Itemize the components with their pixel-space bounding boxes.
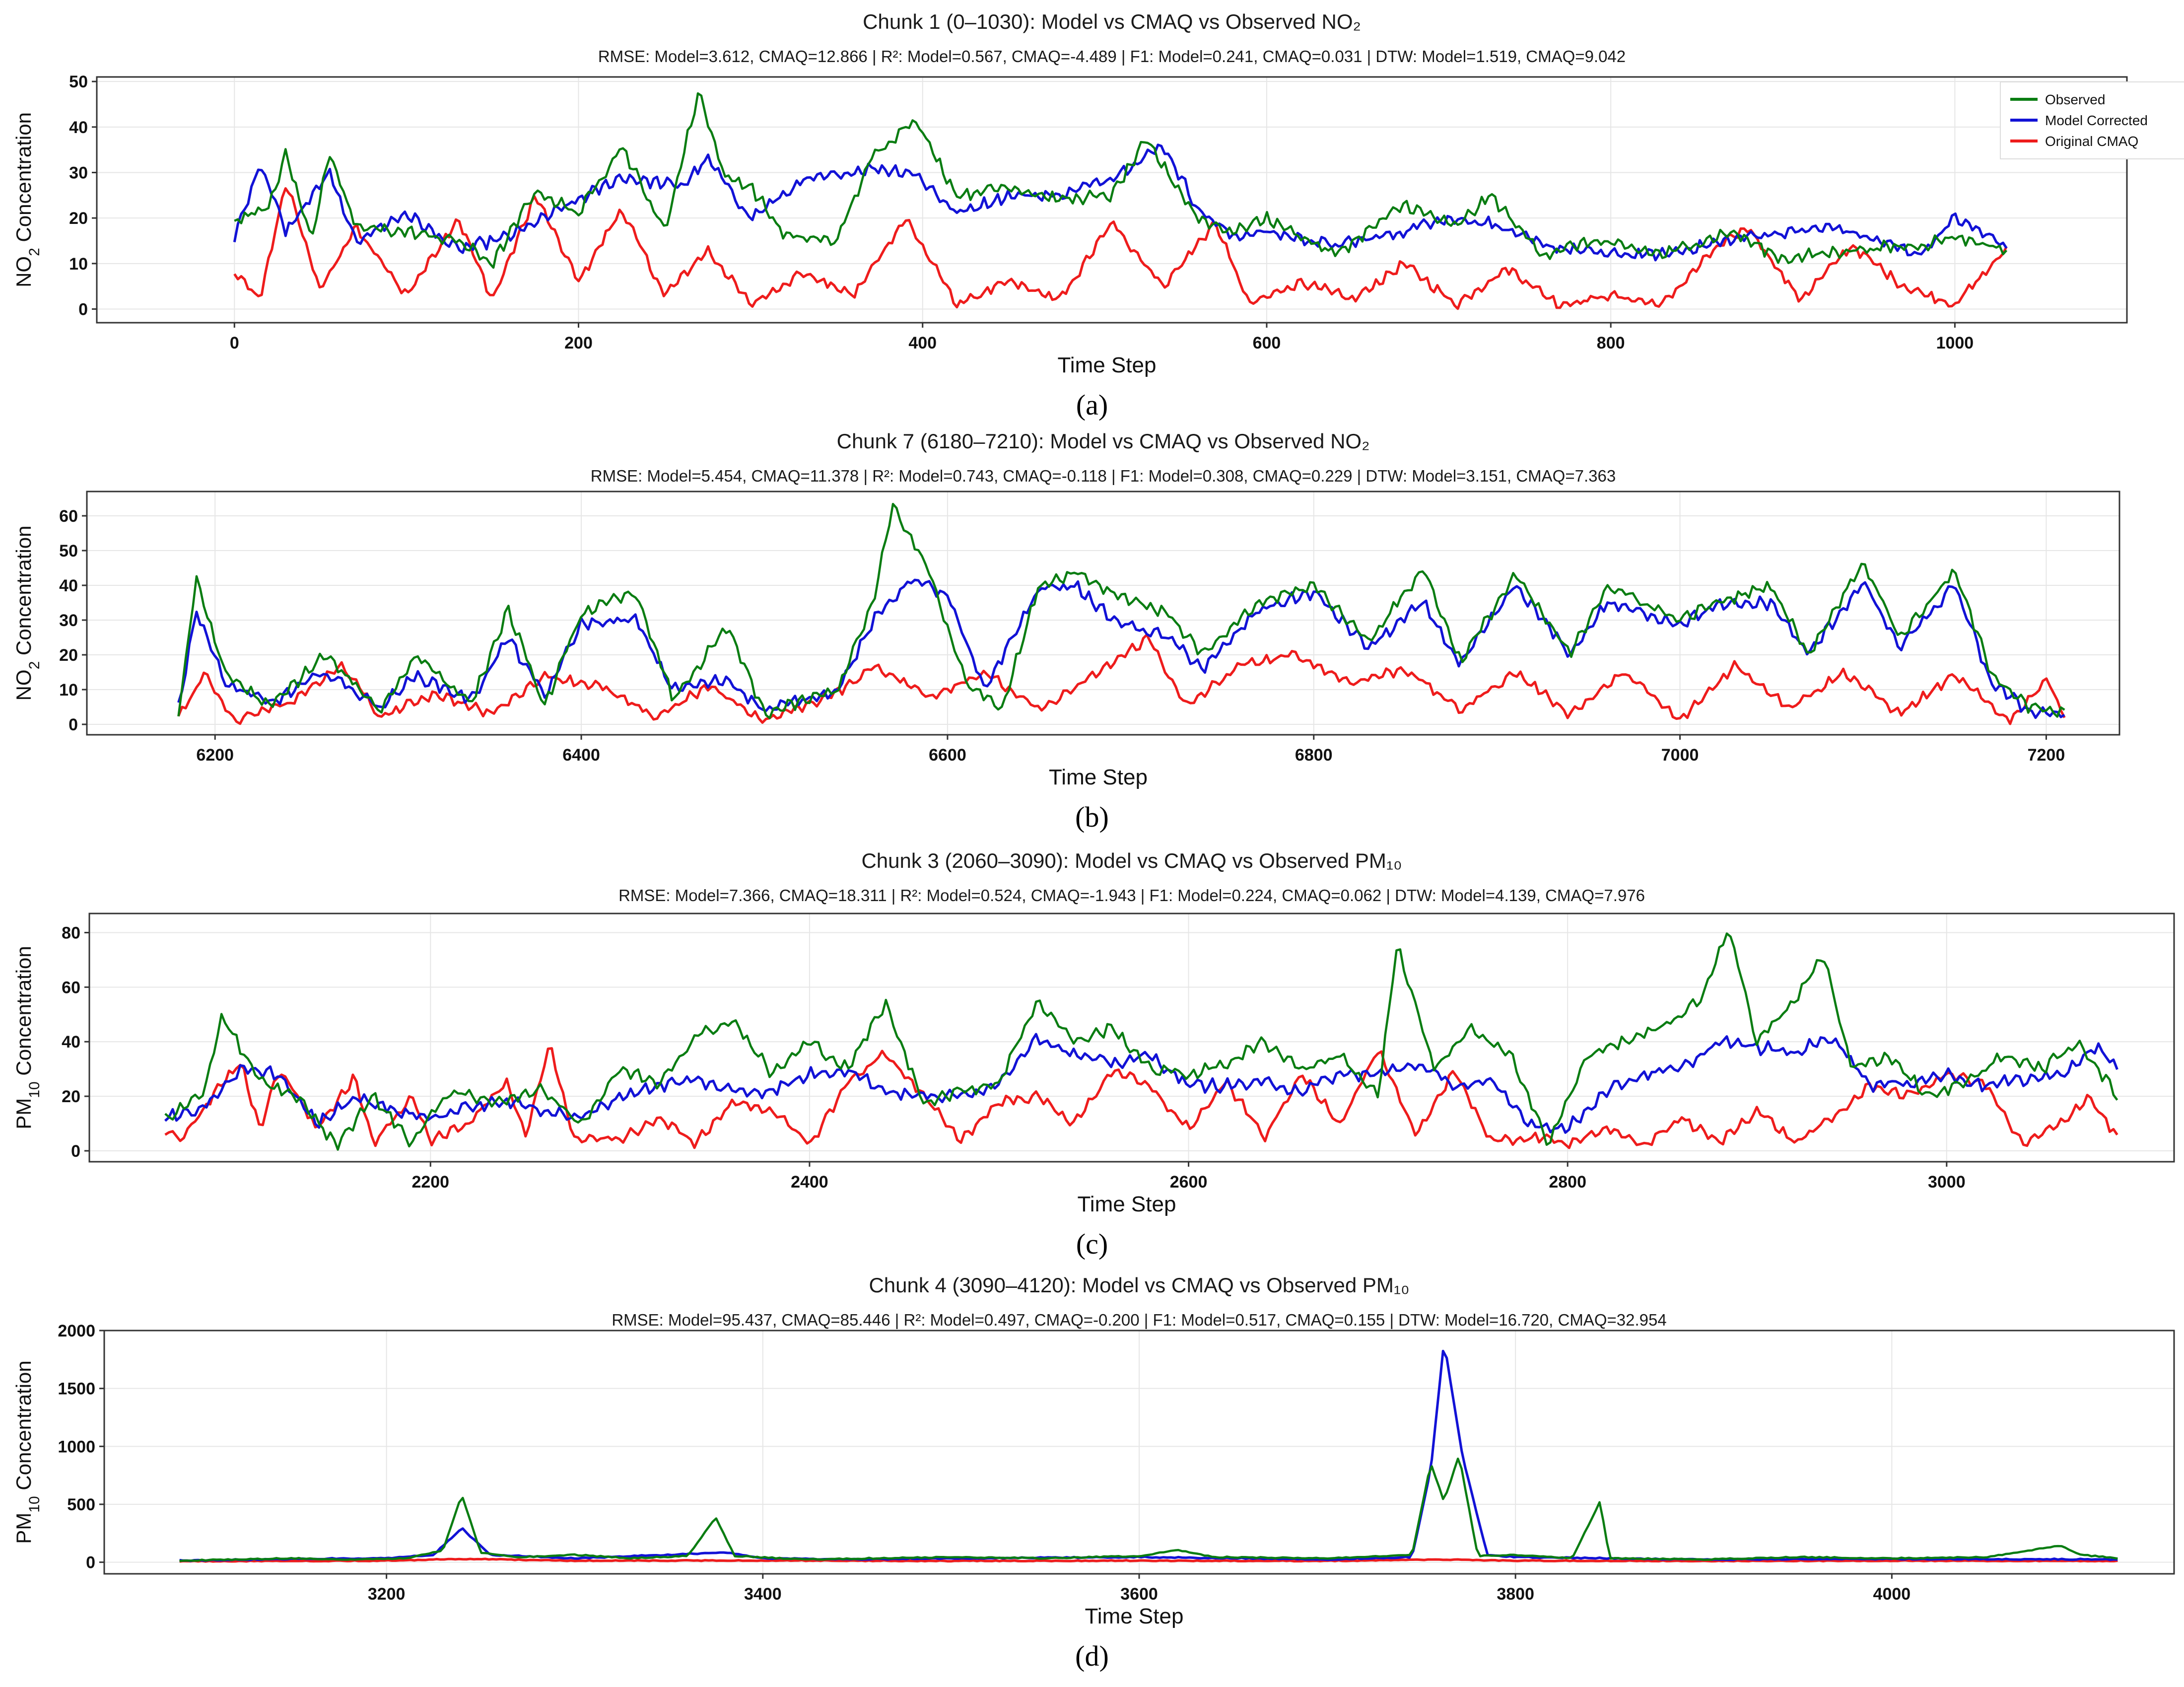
y-tick-label: 500 (67, 1495, 95, 1514)
y-tick-label: 40 (59, 576, 78, 595)
series-line-observed (179, 1457, 2118, 1562)
series-line-observed (177, 502, 2065, 719)
x-tick-label: 3800 (1497, 1585, 1534, 1604)
series-line-model (177, 578, 2065, 719)
y-axis-label: PM10 Concentration (12, 1360, 43, 1544)
x-tick-label: 800 (1597, 334, 1625, 352)
series-line-observed (234, 92, 2008, 269)
y-tick-label: 1500 (58, 1380, 95, 1399)
x-tick-label: 200 (564, 334, 593, 352)
y-tick-label: 20 (62, 1087, 80, 1106)
chart-title: Chunk 7 (6180–7210): Model vs CMAQ vs Ob… (837, 429, 1370, 453)
x-tick-label: 2800 (1549, 1173, 1586, 1192)
series-line-cmaq (177, 633, 2066, 725)
chart-subtitle: RMSE: Model=3.612, CMAQ=12.866 | R²: Mod… (598, 47, 1626, 66)
x-tick-label: 6400 (562, 746, 600, 765)
chart-panel-3: Chunk 3 (2060–3090): Model vs CMAQ vs Ob… (12, 849, 2175, 1260)
y-axis-label: NO2 Concentration (12, 526, 43, 701)
legend-label-observed: Observed (2045, 92, 2105, 107)
x-tick-label: 3600 (1120, 1585, 1158, 1604)
y-tick-label: 30 (69, 164, 88, 183)
y-axis-label: NO2 Concentration (12, 112, 43, 287)
plot-frame (88, 913, 2175, 1163)
chart-title: Chunk 3 (2060–3090): Model vs CMAQ vs Ob… (861, 849, 1402, 872)
series-line-cmaq (179, 1557, 2118, 1563)
y-axis-label: PM10 Concentration (12, 946, 43, 1129)
x-tick-label: 7000 (1661, 746, 1699, 765)
x-tick-label: 3000 (1928, 1173, 1966, 1192)
y-tick-label: 2000 (58, 1322, 95, 1340)
chart-subtitle: RMSE: Model=5.454, CMAQ=11.378 | R²: Mod… (591, 467, 1616, 485)
y-tick-label: 20 (59, 646, 78, 665)
x-axis-label: Time Step (1049, 765, 1148, 789)
y-tick-label: 60 (62, 978, 80, 997)
x-tick-label: 6200 (196, 746, 234, 765)
y-tick-label: 0 (71, 1142, 80, 1161)
y-tick-label: 60 (59, 507, 78, 526)
x-tick-label: 2600 (1170, 1173, 1208, 1192)
y-tick-label: 0 (86, 1553, 95, 1572)
x-tick-label: 4000 (1873, 1585, 1911, 1604)
x-tick-label: 6800 (1295, 746, 1333, 765)
series-line-observed (164, 932, 2118, 1151)
y-tick-label: 20 (69, 209, 88, 228)
plot-frame (86, 491, 2120, 736)
series-line-model (179, 1349, 2118, 1562)
y-tick-label: 10 (69, 255, 88, 274)
series-line-model (233, 143, 2008, 262)
series-line-model (164, 1033, 2118, 1134)
x-tick-label: 3400 (744, 1585, 782, 1604)
x-tick-label: 2200 (411, 1173, 449, 1192)
x-tick-label: 7200 (2028, 746, 2065, 765)
panel-caption: (b) (1075, 801, 1109, 833)
legend-label-model: Model Corrected (2045, 113, 2148, 128)
y-tick-label: 40 (69, 118, 88, 137)
x-axis-label: Time Step (1078, 1192, 1176, 1216)
y-tick-label: 50 (69, 72, 88, 91)
chart-panel-2: Chunk 7 (6180–7210): Model vs CMAQ vs Ob… (12, 429, 2120, 833)
y-tick-label: 80 (62, 923, 80, 942)
x-tick-label: 2400 (791, 1173, 828, 1192)
y-tick-label: 50 (59, 542, 78, 561)
x-tick-label: 6600 (929, 746, 966, 765)
panel-caption: (a) (1076, 389, 1108, 421)
x-tick-label: 600 (1253, 334, 1281, 352)
y-tick-label: 10 (59, 681, 78, 700)
chart-panel-1: Chunk 1 (0–1030): Model vs CMAQ vs Obser… (12, 10, 2184, 421)
chart-panel-4: Chunk 4 (3090–4120): Model vs CMAQ vs Ob… (12, 1273, 2175, 1672)
series-line-cmaq (233, 187, 2008, 310)
plot-frame (96, 76, 2128, 324)
y-tick-label: 0 (78, 300, 88, 319)
chart-title: Chunk 4 (3090–4120): Model vs CMAQ vs Ob… (869, 1273, 1409, 1297)
x-tick-label: 3200 (368, 1585, 406, 1604)
panel-caption: (d) (1075, 1640, 1109, 1672)
x-tick-label: 400 (908, 334, 937, 352)
y-tick-label: 30 (59, 611, 78, 630)
chart-subtitle: RMSE: Model=95.437, CMAQ=85.446 | R²: Mo… (612, 1311, 1666, 1329)
x-tick-label: 1000 (1936, 334, 1974, 352)
chart-subtitle: RMSE: Model=7.366, CMAQ=18.311 | R²: Mod… (618, 886, 1645, 905)
y-tick-label: 0 (68, 715, 78, 734)
y-tick-label: 1000 (58, 1437, 95, 1456)
y-tick-label: 40 (62, 1033, 80, 1052)
panel-caption: (c) (1076, 1228, 1108, 1260)
x-axis-label: Time Step (1085, 1604, 1184, 1628)
chart-title: Chunk 1 (0–1030): Model vs CMAQ vs Obser… (863, 10, 1361, 33)
legend-label-cmaq: Original CMAQ (2045, 134, 2138, 149)
x-tick-label: 0 (230, 334, 239, 352)
x-axis-label: Time Step (1058, 353, 1157, 377)
